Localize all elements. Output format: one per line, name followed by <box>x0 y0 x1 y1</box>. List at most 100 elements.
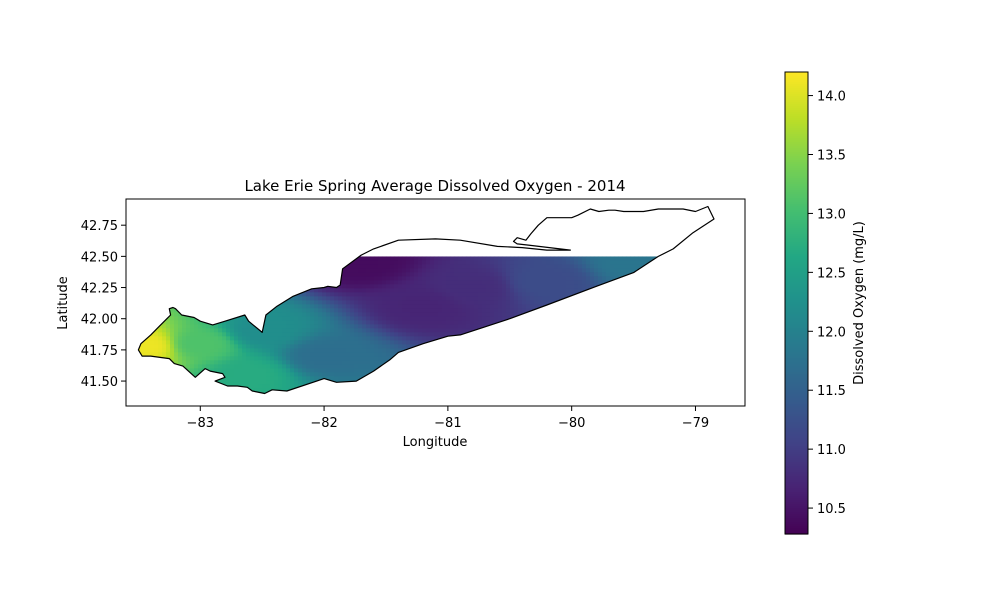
raster-cell <box>614 380 619 385</box>
raster-cell <box>638 340 643 345</box>
raster-cell <box>450 320 455 325</box>
raster-cell <box>318 300 323 305</box>
raster-cell <box>594 280 599 285</box>
raster-cell <box>226 292 231 297</box>
raster-cell <box>466 348 471 353</box>
raster-cell <box>354 360 359 365</box>
raster-cell <box>250 308 255 313</box>
raster-cell <box>514 284 519 289</box>
raster-cell <box>142 328 147 333</box>
raster-cell <box>546 396 551 401</box>
raster-cell <box>238 348 243 353</box>
raster-cell <box>202 276 207 281</box>
raster-cell <box>586 340 591 345</box>
raster-cell <box>262 256 267 261</box>
raster-cell <box>366 360 371 365</box>
raster-cell <box>478 332 483 337</box>
raster-cell <box>566 352 571 357</box>
raster-cell <box>354 332 359 337</box>
raster-cell <box>206 336 211 341</box>
raster-cell <box>522 348 527 353</box>
raster-cell <box>410 348 415 353</box>
raster-cell <box>334 320 339 325</box>
raster-cell <box>166 396 171 401</box>
raster-cell <box>182 352 187 357</box>
raster-cell <box>610 288 615 293</box>
raster-cell <box>302 368 307 373</box>
raster-cell <box>406 284 411 289</box>
raster-cell <box>194 404 199 409</box>
raster-cell <box>218 344 223 349</box>
raster-cell <box>410 292 415 297</box>
raster-cell <box>166 372 171 377</box>
raster-cell <box>490 308 495 313</box>
raster-cell <box>446 380 451 385</box>
raster-cell <box>390 332 395 337</box>
raster-cell <box>530 260 535 265</box>
raster-cell <box>530 388 535 393</box>
raster-cell <box>138 392 139 394</box>
raster-cell <box>578 296 583 301</box>
raster-cell <box>610 364 615 369</box>
raster-cell <box>362 304 367 309</box>
raster-cell <box>426 328 431 333</box>
raster-cell <box>170 276 175 281</box>
raster-cell <box>422 356 427 361</box>
raster-cell <box>614 372 619 377</box>
raster-cell <box>402 284 407 289</box>
raster-cell <box>442 260 447 265</box>
raster-cell <box>162 312 167 317</box>
raster-cell <box>130 300 135 305</box>
raster-cell <box>486 276 491 281</box>
raster-cell <box>290 308 295 313</box>
raster-cell <box>418 348 423 353</box>
raster-cell <box>186 264 191 269</box>
raster-cell <box>274 380 279 385</box>
raster-cell <box>582 268 587 273</box>
raster-cell <box>506 348 511 353</box>
raster-cell <box>370 276 375 281</box>
raster-cell <box>554 376 559 381</box>
raster-cell <box>326 264 331 269</box>
raster-cell <box>610 348 615 353</box>
raster-cell <box>502 308 507 313</box>
raster-cell <box>286 292 291 297</box>
raster-cell <box>234 356 239 361</box>
raster-cell <box>518 368 523 373</box>
raster-cell <box>390 316 395 321</box>
raster-cell <box>630 256 635 261</box>
raster-cell <box>158 264 163 269</box>
raster-cell <box>226 360 231 365</box>
raster-cell <box>534 268 539 273</box>
raster-cell <box>330 316 335 321</box>
raster-cell <box>202 332 207 337</box>
raster-cell <box>322 288 327 293</box>
raster-cell <box>306 268 311 273</box>
raster-cell <box>410 272 415 277</box>
raster-cell <box>466 328 471 333</box>
raster-cell <box>618 380 623 385</box>
raster-cell <box>394 384 399 389</box>
raster-cell <box>246 392 251 394</box>
raster-cell <box>634 276 639 281</box>
raster-cell <box>398 392 403 394</box>
raster-cell <box>610 328 615 333</box>
raster-cell <box>510 364 515 369</box>
raster-cell <box>158 360 163 365</box>
raster-cell <box>298 308 303 313</box>
raster-cell <box>230 356 235 361</box>
raster-cell <box>578 364 583 369</box>
raster-cell <box>338 332 343 337</box>
raster-cell <box>618 368 623 373</box>
raster-cell <box>310 392 315 394</box>
raster-cell <box>426 344 431 349</box>
raster-cell <box>218 392 223 394</box>
raster-cell <box>354 276 359 281</box>
map-title: Lake Erie Spring Average Dissolved Oxyge… <box>244 177 625 195</box>
raster-cell <box>290 328 295 333</box>
raster-cell <box>234 280 239 285</box>
raster-cell <box>522 352 527 357</box>
raster-cell <box>506 396 511 401</box>
raster-cell <box>562 388 567 393</box>
raster-cell <box>274 352 279 357</box>
